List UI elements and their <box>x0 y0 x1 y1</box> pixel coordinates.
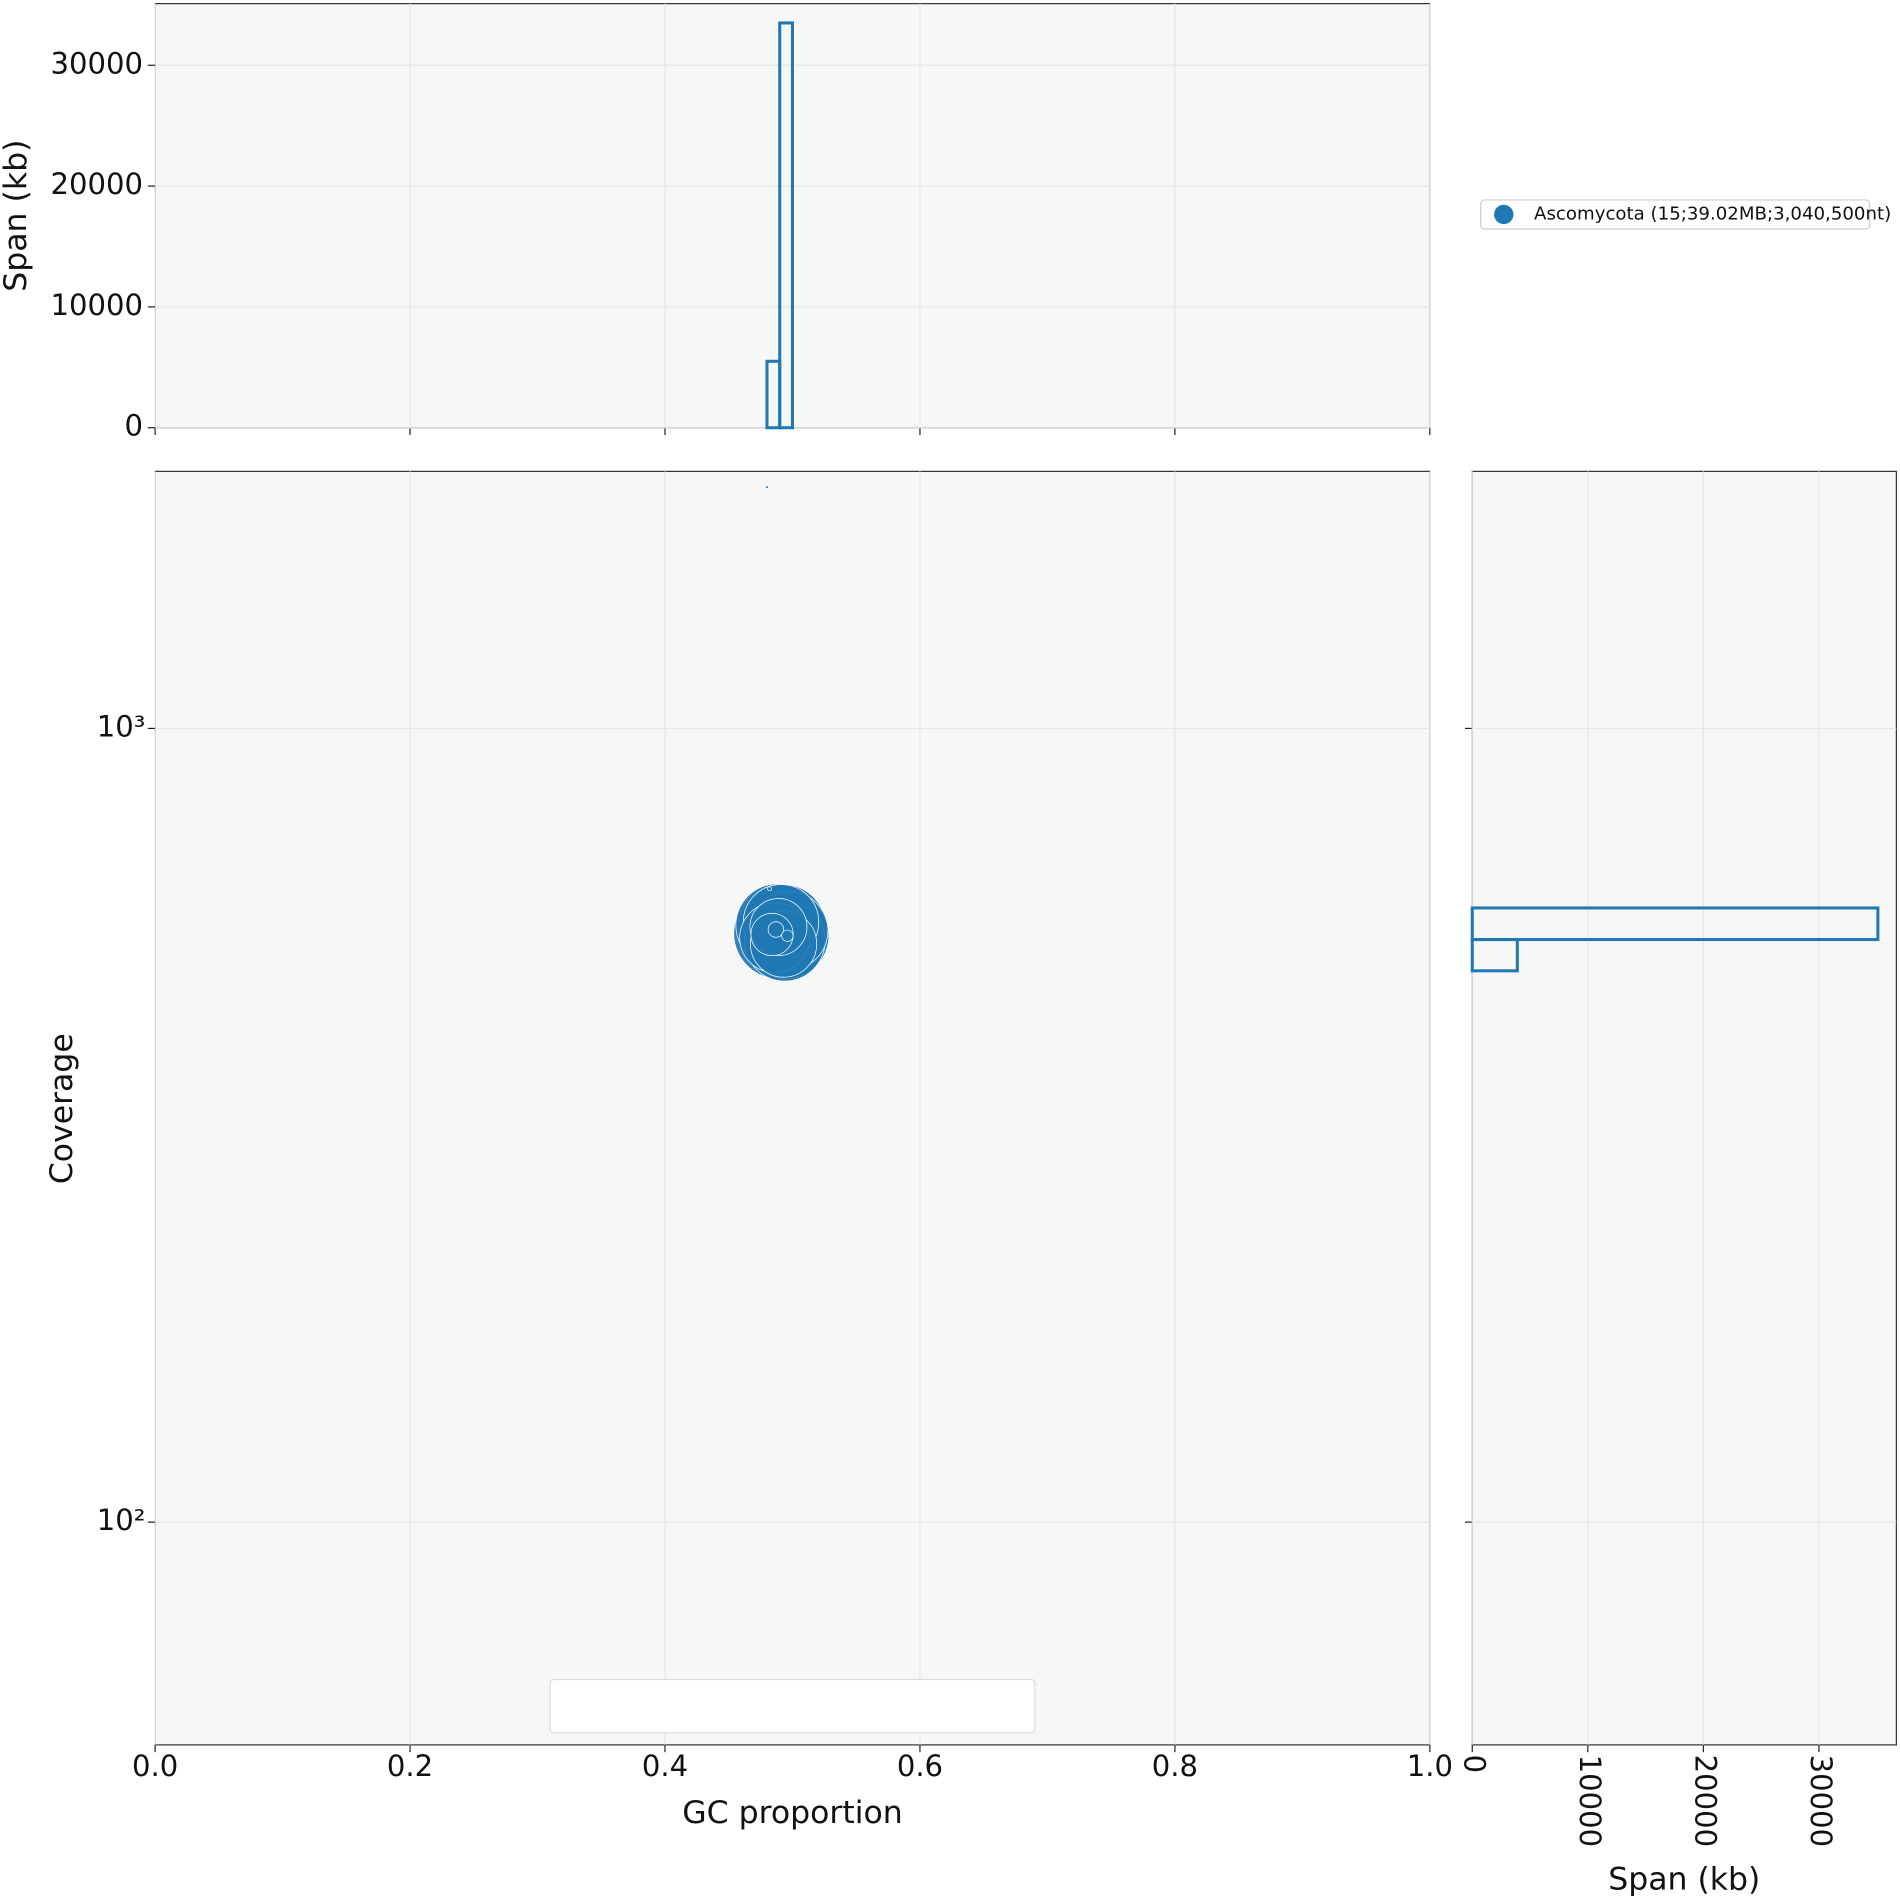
contig-point <box>767 886 772 892</box>
x-tick-label: 0.4 <box>642 1749 688 1783</box>
x-tick-label: 0.6 <box>897 1749 943 1783</box>
x-tick-label: 30000 <box>1804 1755 1838 1848</box>
size-legend-box <box>549 1678 1036 1734</box>
x-tick-label: 20000 <box>1688 1755 1722 1848</box>
x-tick-label: 0.2 <box>387 1749 433 1783</box>
contig-point <box>765 485 769 489</box>
contig-point <box>781 929 794 942</box>
x-tick-label: 0.0 <box>132 1749 178 1783</box>
legend-label: Ascomycota (15;39.02MB;3,040,500nt) <box>1534 203 1891 224</box>
histogram-bin <box>1470 906 1880 942</box>
y-tick-label: 10² <box>97 1503 146 1537</box>
contig-point <box>767 921 785 938</box>
main-axes <box>154 470 1431 1746</box>
x-tick-label: 10000 <box>1573 1755 1607 1848</box>
y-tick-label: 10³ <box>97 709 146 743</box>
x-axis-label: GC proportion <box>682 1795 903 1831</box>
y-tick-label: 30000 <box>50 46 143 80</box>
x-tick-label: 0.8 <box>1152 1749 1198 1783</box>
y-tick-label: 10000 <box>50 288 143 322</box>
right-axes <box>1471 470 1897 1746</box>
legend-box <box>1480 199 1871 230</box>
x-tick-label: 0 <box>1457 1755 1491 1774</box>
y-tick-label: 20000 <box>50 167 143 201</box>
y-tick-label: 0 <box>124 409 143 443</box>
x-axis-label: Span (kb) <box>1608 1862 1760 1898</box>
x-tick-label: 1.0 <box>1407 1749 1453 1783</box>
histogram-bin <box>778 21 794 430</box>
y-axis-label: Coverage <box>44 1033 80 1184</box>
y-axis-label: Span (kb) <box>0 140 34 292</box>
legend-marker <box>1494 204 1514 225</box>
